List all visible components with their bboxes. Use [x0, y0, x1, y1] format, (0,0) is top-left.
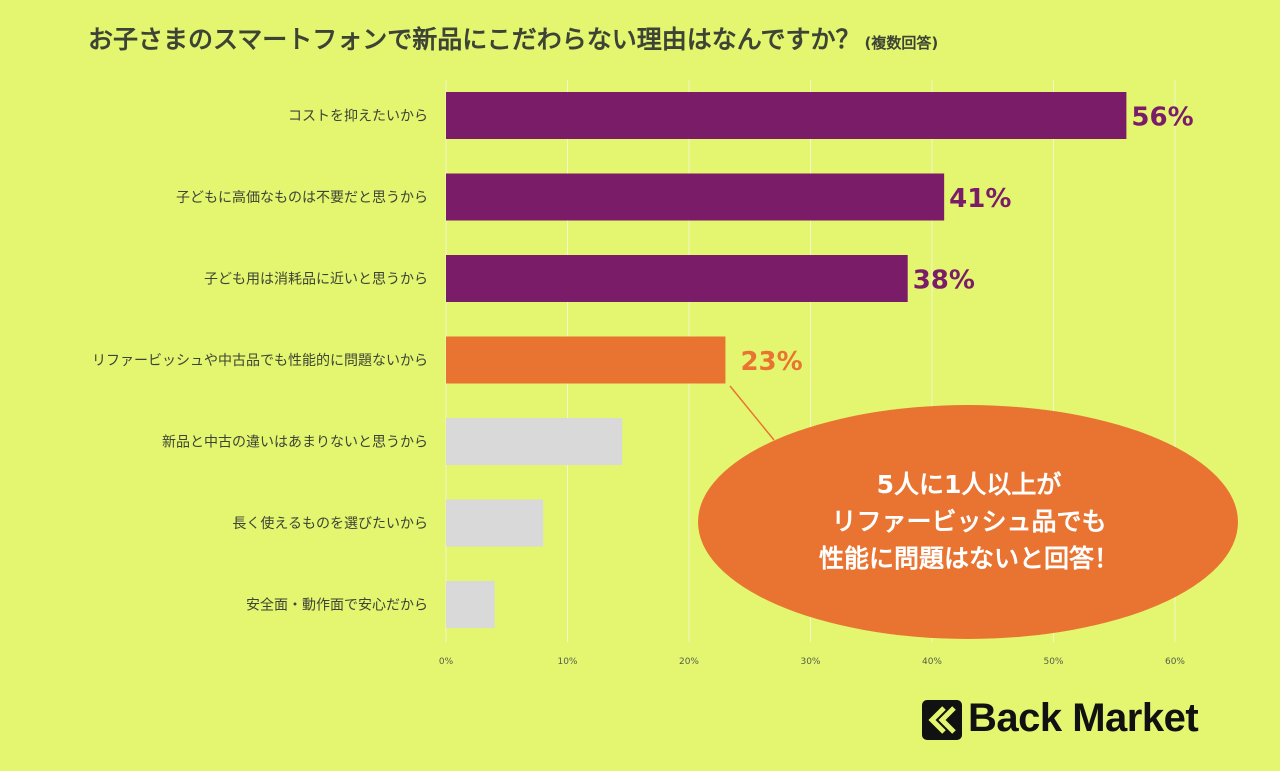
back-market-logo: Back Market: [922, 696, 1252, 740]
bar: [446, 92, 1127, 139]
category-label: 新品と中古の違いはあまりないと思うから: [162, 435, 428, 451]
x-tick-label: 10%: [557, 657, 577, 667]
chart-title-sub: (複数回答): [864, 34, 939, 52]
back-market-logo-icon: [922, 700, 962, 740]
category-labels: コストを抑えたいから子どもに高価なものは不要だと思うから子ども用は消耗品に近いと…: [92, 109, 428, 614]
x-tick-label: 50%: [1043, 657, 1063, 667]
bars: [446, 92, 1127, 628]
category-label: 子ども用は消耗品に近いと思うから: [204, 272, 428, 288]
callout: [698, 385, 1238, 639]
x-tick-labels: 0% 10% 20% 30% 40% 50% 60%: [439, 657, 1186, 667]
logo-text: Back Market: [968, 696, 1199, 740]
category-label: 安全面・動作面で安心だから: [246, 597, 428, 614]
callout-line: 5人に1人以上が: [876, 470, 1062, 499]
category-label: 子どもに高価なものは不要だと思うから: [176, 189, 428, 206]
x-tick-label: 40%: [922, 657, 942, 667]
value-label: 38%: [913, 266, 975, 296]
chart-title-main: お子さまのスマートフォンで新品にこだわらない理由はなんですか？: [88, 25, 861, 54]
bar: [446, 581, 495, 628]
callout-line: 性能に問題はないと回答！: [818, 544, 1119, 573]
x-tick-label: 60%: [1165, 657, 1185, 667]
bar: [446, 255, 908, 302]
callout-bubble: [698, 405, 1238, 639]
category-label: 長く使えるものを選びたいから: [232, 515, 428, 532]
x-tick-label: 30%: [800, 657, 820, 667]
x-tick-label: 0%: [439, 657, 454, 667]
bar: [446, 418, 623, 465]
value-labels: 56% 41% 38% 23%: [740, 103, 1193, 378]
value-label: 23%: [740, 347, 802, 377]
value-label: 56%: [1131, 103, 1193, 133]
value-label: 41%: [949, 184, 1011, 214]
chart-title: お子さまのスマートフォンで新品にこだわらない理由はなんですか？ (複数回答): [88, 20, 938, 56]
bar: [446, 173, 945, 221]
bar: [446, 499, 544, 547]
bar: [446, 336, 726, 384]
callout-pointer: [729, 385, 775, 441]
category-label: リファービッシュや中古品でも性能的に問題ないから: [92, 353, 428, 369]
callout-text: 5人に1人以上が リファービッシュ品でも 性能に問題はないと回答！: [700, 466, 1238, 577]
callout-line: リファービッシュ品でも: [831, 507, 1107, 536]
x-tick-label: 20%: [679, 657, 699, 667]
category-label: コストを抑えたいから: [288, 109, 428, 125]
